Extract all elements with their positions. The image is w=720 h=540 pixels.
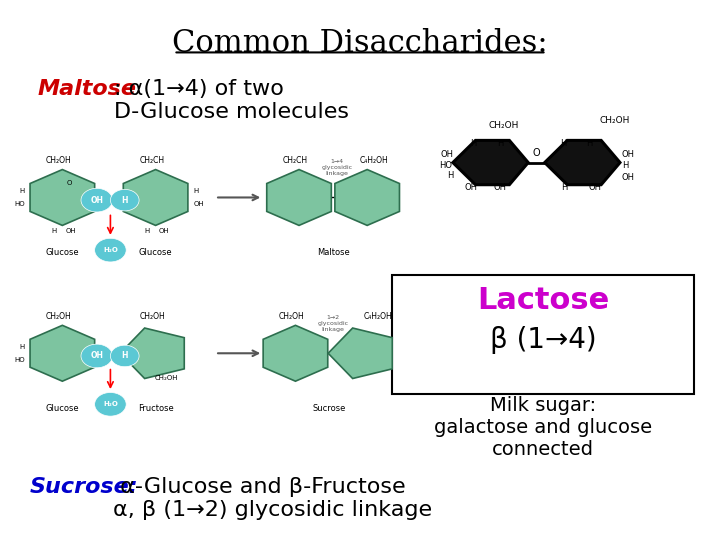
Text: O: O	[533, 148, 540, 158]
Text: OH: OH	[493, 183, 506, 192]
Polygon shape	[453, 140, 528, 185]
Text: O: O	[67, 180, 72, 186]
Text: H: H	[122, 352, 128, 361]
Text: Maltose: Maltose	[37, 79, 136, 99]
Text: Fructose: Fructose	[138, 404, 174, 413]
Text: CH₂OH: CH₂OH	[46, 312, 72, 321]
Text: OH: OH	[66, 228, 76, 234]
Text: H: H	[19, 188, 24, 194]
Circle shape	[94, 238, 126, 262]
Text: 1→4
glycosidic
linkage: 1→4 glycosidic linkage	[321, 159, 352, 176]
Text: H: H	[561, 183, 567, 192]
Text: CH₂OH: CH₂OH	[600, 116, 630, 125]
Text: OH: OH	[622, 150, 635, 159]
Text: Glucose: Glucose	[45, 404, 79, 413]
Polygon shape	[328, 328, 392, 379]
Text: CH₂OH: CH₂OH	[46, 156, 72, 165]
Text: Sucrose:: Sucrose:	[30, 477, 139, 497]
Circle shape	[110, 345, 139, 367]
Text: H: H	[447, 172, 453, 180]
Text: OH: OH	[90, 352, 103, 361]
Text: OH: OH	[193, 201, 204, 207]
Text: C₄H₂OH: C₄H₂OH	[360, 156, 389, 165]
Text: HO: HO	[14, 357, 24, 363]
Text: OH: OH	[622, 173, 635, 182]
Text: H: H	[51, 228, 56, 234]
Text: β (1→4): β (1→4)	[490, 326, 596, 354]
Polygon shape	[263, 325, 328, 381]
Text: H: H	[559, 139, 566, 147]
Text: OH: OH	[589, 183, 602, 192]
Text: Glucose: Glucose	[45, 248, 79, 257]
Polygon shape	[30, 170, 94, 225]
Polygon shape	[545, 140, 620, 185]
Circle shape	[81, 188, 112, 212]
Text: HO: HO	[438, 161, 452, 170]
Text: CH₂CH: CH₂CH	[283, 156, 308, 165]
Text: CH₂OH: CH₂OH	[155, 375, 178, 381]
Text: CH₂OH: CH₂OH	[279, 312, 305, 321]
Text: α-Glucose and β-Fructose
α, β (1→2) glycosidic linkage: α-Glucose and β-Fructose α, β (1→2) glyc…	[112, 477, 432, 520]
Text: C₄H₂OH: C₄H₂OH	[364, 312, 392, 321]
Text: H: H	[122, 195, 128, 205]
Text: Lactose: Lactose	[477, 286, 609, 315]
Circle shape	[110, 190, 139, 211]
Text: H: H	[586, 139, 593, 147]
Text: Glucose: Glucose	[139, 248, 172, 257]
Polygon shape	[335, 170, 400, 225]
Text: Maltose: Maltose	[317, 248, 349, 257]
Text: 1→2
glycosidic
linkage: 1→2 glycosidic linkage	[318, 315, 348, 332]
Text: H: H	[194, 188, 199, 194]
Text: CH₂CH: CH₂CH	[140, 156, 165, 165]
Text: H: H	[497, 139, 503, 147]
Text: Sucrose: Sucrose	[312, 404, 346, 413]
Text: OH: OH	[464, 183, 477, 192]
Text: CH₂OH: CH₂OH	[139, 312, 165, 321]
Text: Common Disaccharides:: Common Disaccharides:	[172, 28, 548, 59]
Text: H₂O: H₂O	[103, 247, 118, 253]
Text: HO: HO	[14, 201, 24, 207]
Text: OH: OH	[159, 228, 169, 234]
Circle shape	[81, 344, 112, 368]
Polygon shape	[120, 328, 184, 379]
Text: Milk sugar:
galactose and glucose
connected: Milk sugar: galactose and glucose connec…	[434, 396, 652, 459]
Polygon shape	[266, 170, 331, 225]
Polygon shape	[123, 170, 188, 225]
Text: H₂O: H₂O	[103, 401, 118, 407]
Text: CH₂OH: CH₂OH	[488, 122, 518, 130]
Text: H: H	[19, 344, 24, 350]
Polygon shape	[30, 325, 94, 381]
Text: OH: OH	[90, 195, 103, 205]
FancyBboxPatch shape	[392, 275, 693, 394]
Text: H: H	[622, 161, 628, 170]
Circle shape	[94, 393, 126, 416]
Text: : α(1→4) of two
D-Glucose molecules: : α(1→4) of two D-Glucose molecules	[114, 79, 349, 123]
Text: H: H	[470, 139, 477, 147]
Text: OH: OH	[440, 150, 453, 159]
Text: H: H	[144, 228, 150, 234]
